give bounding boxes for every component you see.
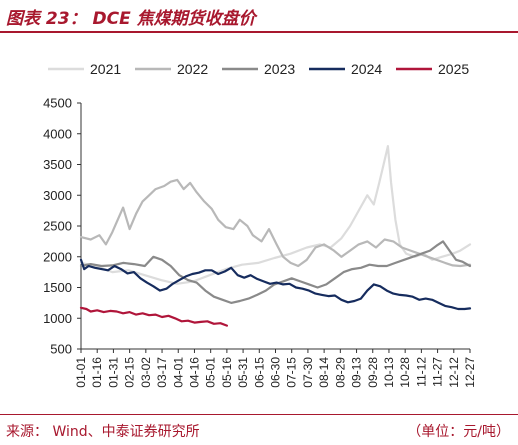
x-tick-label: 08-29 (333, 357, 347, 388)
series-2025-line (79, 306, 228, 327)
x-tick-label: 07-15 (285, 357, 299, 388)
x-tick-label: 11-12 (414, 357, 428, 387)
x-tick-label: 03-17 (155, 357, 169, 388)
x-tick-label: 07-30 (301, 357, 315, 388)
y-tick-label: 3500 (43, 157, 72, 172)
series-2022-line (79, 178, 472, 268)
x-tick-label: 12-12 (447, 357, 461, 388)
x-tick-label: 09-13 (350, 357, 364, 388)
x-tick-label: 09-28 (366, 357, 380, 388)
x-tick-label: 06-15 (252, 357, 266, 388)
y-tick-label: 3000 (43, 188, 72, 203)
unit-note: （单位：元/吨） (407, 424, 510, 440)
x-tick-label: 02-15 (123, 357, 137, 388)
series-2023-line (79, 240, 472, 304)
x-tick-label: 01-01 (74, 357, 88, 388)
legend-label-2022: 2022 (177, 61, 208, 77)
x-tick-label: 01-16 (90, 357, 104, 388)
legend-label-2025: 2025 (438, 61, 469, 77)
series-2024-line (79, 258, 472, 311)
x-tick-label: 08-14 (317, 357, 331, 388)
x-tick-label: 11-27 (431, 357, 445, 387)
series-lines (79, 145, 472, 327)
y-tick-label: 4500 (43, 96, 72, 111)
legend-label-2024: 2024 (351, 61, 382, 77)
x-tick-label: 03-02 (139, 357, 153, 388)
legend: 2021 2022 2023 2024 2025 (48, 61, 469, 77)
x-tick-label: 05-16 (220, 357, 234, 388)
x-tick-label: 04-01 (171, 357, 185, 388)
legend-label-2021: 2021 (90, 61, 121, 77)
y-tick-label: 4000 (43, 126, 72, 141)
chart-title: 图表 23： DCE 焦煤期货收盘价 (6, 9, 256, 29)
x-tick-label: 12-27 (463, 357, 477, 388)
x-tick-label: 05-01 (204, 357, 218, 388)
legend-label-2023: 2023 (264, 61, 295, 77)
y-tick-label: 1500 (43, 280, 72, 295)
y-tick-label: 2500 (43, 219, 72, 234)
source-note: 来源： Wind、中泰证券研究所 (6, 424, 200, 440)
axes: 500 1000 1500 2000 2500 3000 3500 4000 4500 01-01… (43, 96, 477, 388)
y-tick-label: 500 (50, 342, 72, 357)
x-tick-label: 10-13 (382, 357, 396, 388)
y-tick-label: 2000 (43, 249, 72, 264)
x-tick-label: 01-31 (106, 357, 120, 388)
x-tick-label: 04-16 (187, 357, 201, 388)
x-tick-label: 05-31 (236, 357, 250, 388)
x-tick-label: 10-28 (398, 357, 412, 388)
series-2021-line (79, 145, 472, 285)
y-tick-label: 1000 (43, 311, 72, 326)
title-rule (0, 31, 518, 33)
footer-rule (0, 414, 518, 415)
x-tick-label: 06-30 (269, 357, 283, 388)
